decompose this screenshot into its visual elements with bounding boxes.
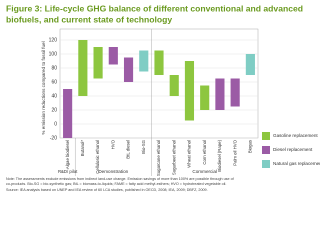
note: Source: IEA analysis based on UNEP and I… — [6, 188, 208, 192]
y-tick-label: 100 — [49, 51, 58, 57]
x-tick-label: Sugarbeet ethanol — [171, 140, 176, 175]
y-tick-label: 0 — [54, 121, 57, 127]
x-tick-label: Biogas — [248, 140, 253, 153]
x-tick-label: Butanol* — [80, 140, 85, 157]
stage-label: Commercial — [192, 169, 217, 174]
bar — [63, 89, 73, 138]
bar — [230, 78, 240, 107]
bar — [108, 47, 118, 65]
y-tick-label: 20 — [51, 107, 57, 113]
legend-swatch — [262, 132, 270, 140]
legend-label: Gasoline replacement — [273, 133, 318, 138]
note: co-products. Bio-SG = bio-synthetic gas;… — [6, 182, 226, 186]
stage-label: Demonstration — [98, 169, 128, 174]
x-tick-label: Cellulosic ethanol — [95, 140, 100, 174]
bar — [215, 78, 225, 110]
x-tick-label: Biodiesel (Rape) — [217, 139, 222, 171]
bar — [93, 47, 103, 79]
x-tick-label: Sugarcane ethanol — [156, 140, 161, 176]
y-tick-label: 60 — [51, 79, 57, 85]
bar — [154, 50, 164, 75]
bar — [184, 61, 195, 121]
legend-swatch — [262, 146, 270, 154]
legend-label: Natural gas replacement — [273, 161, 320, 166]
y-tick-label: 120 — [49, 37, 58, 43]
y-tick-label: -20 — [50, 135, 57, 141]
x-tick-label: HVO — [110, 139, 115, 149]
chart: Figure 3: Life-cycle GHG balance of diff… — [6, 3, 320, 192]
x-tick-label: Algae biodiesel — [65, 140, 70, 169]
legend-swatch — [262, 160, 270, 168]
bar — [200, 85, 210, 110]
stage-label: R&D/ pilot — [58, 169, 78, 174]
y-tick-label: 40 — [51, 93, 57, 99]
bar — [139, 50, 149, 72]
x-tick-label: Palm oil HVO — [232, 139, 237, 165]
x-tick-label: Corn ethanol — [202, 140, 207, 165]
chart-title: Figure 3: Life-cycle GHG balance of diff… — [6, 3, 303, 13]
x-tick-label: Wheat ethanol — [187, 140, 192, 168]
y-tick-label: 80 — [51, 65, 57, 71]
chart-title: biofuels, and current state of technolog… — [6, 14, 172, 24]
x-tick-label: Bio-SG — [141, 139, 146, 154]
bar — [78, 40, 88, 96]
bar — [123, 57, 134, 82]
y-axis-label: % emission reductions compared to fossil… — [41, 41, 46, 134]
plot-area — [59, 28, 259, 139]
x-tick-label: BtL diesel — [126, 140, 131, 159]
note: Note: The assessments exclude emissions … — [6, 177, 235, 181]
bar — [169, 75, 179, 96]
legend-label: Diesel replacement — [273, 147, 313, 152]
bar — [245, 54, 255, 75]
